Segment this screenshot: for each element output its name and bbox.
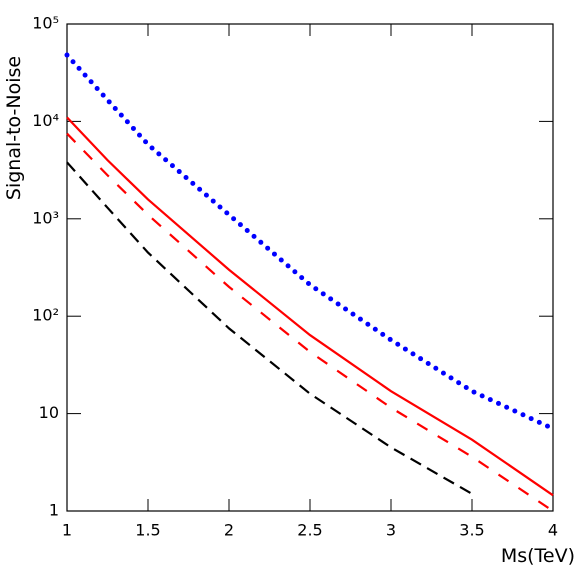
x-tick-label: 3.5 bbox=[459, 521, 484, 540]
y-tick-label: 10² bbox=[32, 306, 59, 325]
series-line bbox=[64, 52, 556, 432]
x-tick-label: 4 bbox=[548, 521, 558, 540]
x-tick-label: 3 bbox=[386, 521, 396, 540]
y-tick-label: 10³ bbox=[32, 208, 59, 227]
x-tick-label: 2.5 bbox=[297, 521, 322, 540]
x-tick-label: 1 bbox=[62, 521, 72, 540]
y-tick-label: 1 bbox=[49, 501, 59, 520]
series-line bbox=[66, 116, 554, 497]
y-tick-label: 10⁴ bbox=[32, 111, 59, 130]
y-tick-label: 10⁵ bbox=[32, 14, 59, 33]
y-tick-label: 10 bbox=[39, 403, 59, 422]
x-axis-label: Ms(TeV) bbox=[501, 545, 575, 567]
series-line bbox=[66, 161, 473, 495]
y-axis-label: Signal-to-Noise bbox=[3, 56, 25, 200]
x-tick-label: 2 bbox=[224, 521, 234, 540]
plot-frame bbox=[66, 23, 554, 512]
x-tick-label: 1.5 bbox=[135, 521, 160, 540]
series-line bbox=[66, 132, 554, 512]
